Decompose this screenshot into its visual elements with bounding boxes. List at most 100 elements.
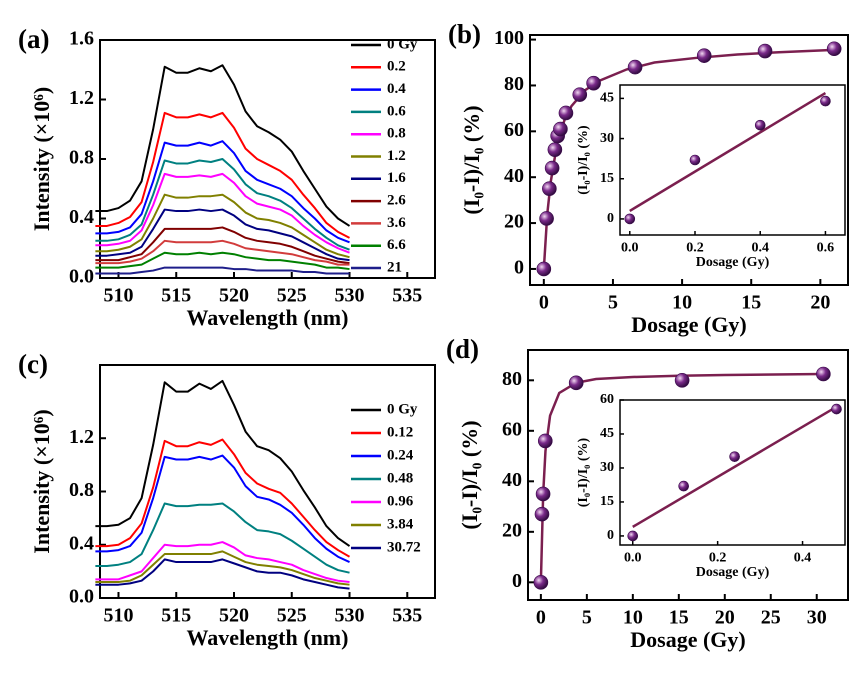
data-point bbox=[547, 142, 563, 157]
panel-label: (d) bbox=[446, 334, 479, 364]
fit-curve bbox=[632, 405, 838, 528]
data-point bbox=[553, 121, 568, 137]
legend-label: 3.84 bbox=[387, 516, 414, 532]
spectrum-line bbox=[95, 64, 351, 227]
y-tick-label: 0.8 bbox=[69, 147, 94, 169]
x-tick-label: 515 bbox=[161, 285, 191, 307]
spectrum-line bbox=[95, 158, 350, 251]
spectrum-line bbox=[95, 239, 350, 266]
y-tick-label: 0 bbox=[514, 257, 524, 279]
y-tick-label: 1.6 bbox=[69, 28, 94, 50]
data-point bbox=[678, 480, 689, 492]
x-tick-label: 510 bbox=[103, 285, 133, 307]
y-tick-label: 45 bbox=[600, 91, 614, 106]
legend-label: 0.6 bbox=[387, 103, 406, 119]
spectrum-line bbox=[95, 111, 350, 239]
legend-label: 0.8 bbox=[387, 126, 406, 142]
legend-label: 1.2 bbox=[387, 148, 406, 164]
data-point bbox=[689, 154, 701, 166]
legend-label: 0 Gy bbox=[387, 401, 418, 417]
data-point bbox=[542, 181, 557, 196]
x-axis-label: Dosage (Gy) bbox=[630, 627, 745, 652]
y-tick-label: 20 bbox=[502, 519, 522, 541]
x-tick-label: 0.4 bbox=[794, 551, 812, 566]
spectrum-line bbox=[95, 438, 351, 558]
x-tick-label: 0.6 bbox=[817, 241, 835, 256]
data-point bbox=[586, 75, 601, 91]
x-tick-label: 535 bbox=[392, 285, 422, 307]
spectrum-line bbox=[95, 193, 350, 259]
y-tick-label: 60 bbox=[502, 418, 522, 440]
y-tick-label: 80 bbox=[504, 73, 524, 95]
x-tick-label: 15 bbox=[741, 292, 761, 314]
y-tick-label: 45 bbox=[600, 426, 614, 441]
x-tick-label: 515 bbox=[161, 605, 191, 627]
spectrum-line bbox=[95, 172, 350, 254]
x-tick-label: 20 bbox=[715, 607, 735, 629]
x-tick-label: 15 bbox=[669, 607, 689, 629]
y-tick-label: 0.4 bbox=[69, 206, 94, 228]
y-tick-label: 30 bbox=[600, 131, 614, 146]
data-point bbox=[539, 211, 554, 226]
spectrum-line bbox=[95, 550, 350, 586]
y-tick-label: 0.8 bbox=[69, 479, 94, 501]
data-point bbox=[816, 366, 831, 382]
data-point bbox=[757, 43, 773, 59]
x-tick-label: 0.0 bbox=[621, 241, 639, 256]
data-point bbox=[533, 575, 549, 590]
y-tick-label: 0.4 bbox=[69, 532, 94, 554]
y-tick-label: 0.0 bbox=[69, 586, 94, 608]
x-tick-label: 0.2 bbox=[686, 241, 704, 256]
legend-label: 0.2 bbox=[387, 59, 406, 75]
y-axis-label: (I₀-I)/I₀ (%) bbox=[457, 420, 482, 529]
x-tick-label: 0 bbox=[536, 607, 546, 629]
data-point bbox=[729, 451, 740, 462]
x-tick-label: 525 bbox=[277, 285, 307, 307]
y-axis-label: Intensity (×10⁶) bbox=[29, 87, 54, 231]
y-tick-label: 20 bbox=[504, 211, 524, 233]
spectrum-line bbox=[95, 140, 350, 244]
plot-frame bbox=[619, 399, 846, 546]
legend-label: 6.6 bbox=[387, 237, 406, 253]
panel-label: (c) bbox=[18, 349, 48, 379]
spectrum-line bbox=[95, 208, 350, 262]
fit-curve bbox=[629, 91, 827, 212]
x-tick-label: 0.4 bbox=[751, 241, 769, 256]
plot-frame bbox=[99, 364, 436, 599]
x-axis-label: Dosage (Gy) bbox=[631, 312, 746, 337]
spectrum-line bbox=[95, 541, 350, 584]
data-point bbox=[754, 119, 766, 131]
x-tick-label: 530 bbox=[335, 285, 365, 307]
data-point bbox=[624, 213, 636, 225]
spectrum-line bbox=[95, 558, 350, 590]
x-tick-label: 0.0 bbox=[624, 551, 642, 566]
data-point bbox=[674, 373, 690, 388]
y-axis-label: Intensity (×10⁶) bbox=[29, 409, 54, 553]
legend-label: 0.48 bbox=[387, 470, 413, 486]
x-tick-label: 510 bbox=[103, 605, 133, 627]
spectrum-line bbox=[95, 379, 351, 547]
data-point bbox=[627, 59, 643, 75]
x-tick-label: 25 bbox=[761, 607, 781, 629]
x-tick-label: 535 bbox=[392, 605, 422, 627]
data-point bbox=[558, 105, 574, 121]
spectrum-line bbox=[95, 266, 350, 275]
legend-label: 1.6 bbox=[387, 170, 406, 186]
legend-label: 2.6 bbox=[387, 193, 406, 209]
x-tick-label: 10 bbox=[672, 292, 692, 314]
y-tick-label: 60 bbox=[600, 392, 614, 407]
x-tick-label: 530 bbox=[335, 605, 365, 627]
data-point bbox=[826, 41, 842, 57]
data-point bbox=[537, 433, 553, 449]
legend-label: 3.6 bbox=[387, 215, 406, 231]
y-tick-label: 1.2 bbox=[69, 426, 94, 448]
legend-label: 0.4 bbox=[387, 81, 406, 97]
y-tick-label: 40 bbox=[502, 469, 522, 491]
x-tick-label: 0.2 bbox=[709, 551, 727, 566]
x-tick-label: 5 bbox=[582, 607, 592, 629]
x-tick-label: 520 bbox=[219, 605, 249, 627]
x-tick-label: 30 bbox=[807, 607, 827, 629]
spectrum-line bbox=[95, 502, 350, 574]
data-point bbox=[831, 403, 842, 415]
legend-label: 30.72 bbox=[387, 539, 421, 555]
